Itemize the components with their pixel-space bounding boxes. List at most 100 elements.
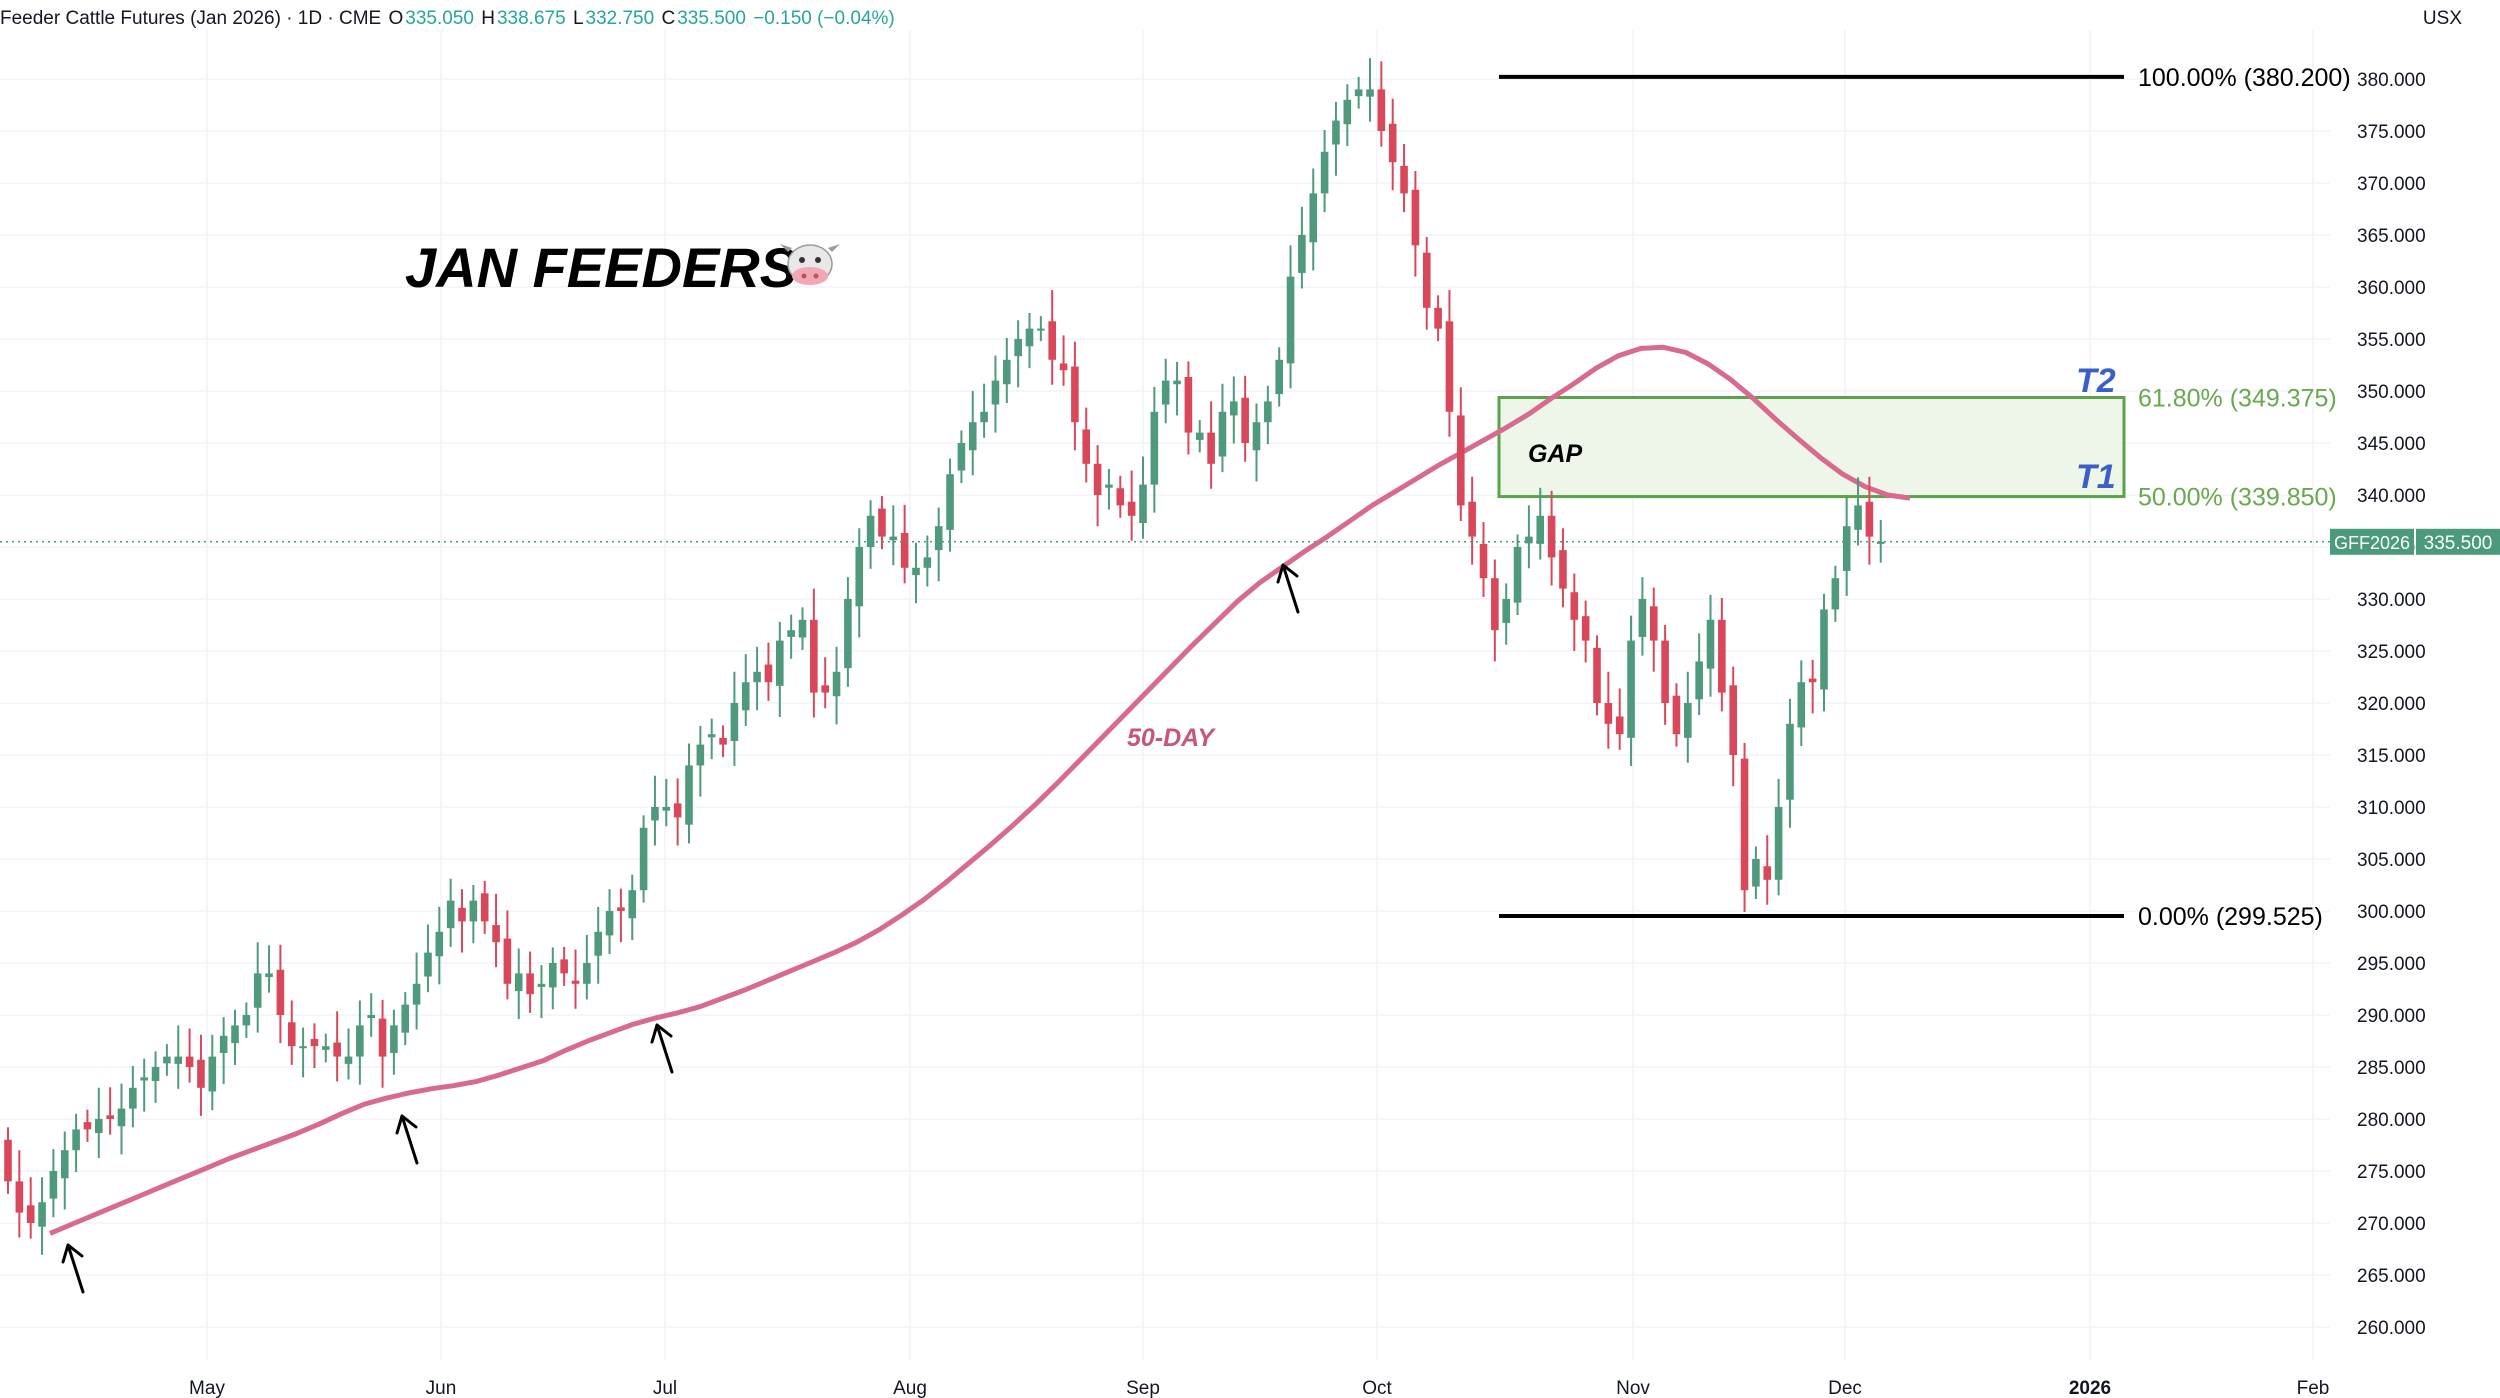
candle-body: [594, 931, 602, 956]
candle-body: [946, 474, 954, 530]
candle-body: [299, 1046, 307, 1049]
candle-body: [480, 893, 489, 922]
candle-body: [38, 1202, 46, 1227]
moving-average: [49, 344, 1911, 1236]
candle-body: [1048, 321, 1056, 360]
candle-body: [412, 983, 421, 1005]
candle-body: [696, 744, 705, 766]
candle-body: [1820, 609, 1828, 690]
y-tick-label: 375.000: [2357, 122, 2426, 143]
y-tick-label: 315.000: [2357, 746, 2426, 767]
candle-body: [469, 900, 478, 922]
candle-body: [1411, 189, 1420, 246]
y-tick-label: 355.000: [2357, 330, 2426, 351]
candle-body: [583, 963, 591, 984]
candle-body: [1298, 235, 1306, 273]
candle-body: [673, 803, 682, 818]
price-tag-label: 335.500: [2424, 533, 2493, 554]
candle-body: [15, 1181, 24, 1213]
low-label: L: [572, 8, 584, 29]
candle-body: [730, 703, 739, 741]
candle-body: [1071, 366, 1079, 423]
candle-body: [1718, 619, 1726, 693]
candle-body: [310, 1038, 319, 1047]
y-tick-label: 330.000: [2357, 590, 2426, 611]
target1-label: T1: [2076, 458, 2116, 496]
candle-body: [1672, 695, 1681, 735]
candle-body: [1003, 359, 1011, 385]
candle-body: [390, 1025, 398, 1053]
candle-body: [1388, 123, 1397, 163]
x-tick-label: May: [189, 1378, 225, 1398]
candle-body: [435, 931, 444, 957]
target2-label: T2: [2076, 362, 2116, 400]
low-value: 332.750: [585, 8, 655, 29]
candle-body: [685, 765, 693, 825]
candle-body: [1729, 685, 1737, 755]
candle-body: [95, 1119, 103, 1134]
candle-body: [957, 443, 966, 471]
candle-body: [1604, 703, 1613, 724]
y-tick-label: 340.000: [2357, 486, 2426, 507]
x-tick-label: Dec: [1828, 1378, 1862, 1398]
candle-body: [197, 1059, 205, 1088]
candle-body: [1116, 488, 1125, 506]
fib-levels: 100.00% (380.200) 61.80% (349.375) 50.00% …: [1499, 64, 2351, 931]
candle-body: [1332, 120, 1340, 145]
candle-body: [1774, 807, 1783, 880]
candle-body: [1525, 536, 1533, 544]
candle-body: [1593, 647, 1601, 703]
candles: [4, 58, 1885, 1255]
candle-body: [1037, 328, 1045, 331]
candle-body: [163, 1056, 171, 1064]
candle-body: [367, 1015, 375, 1019]
candle-body: [1513, 547, 1522, 603]
candle-body: [1195, 432, 1204, 440]
candle-body: [1434, 307, 1442, 329]
candle-body: [900, 532, 909, 568]
candle-body: [1615, 716, 1624, 735]
candle-body: [832, 671, 841, 697]
candle-body: [424, 952, 432, 977]
candle-body: [753, 671, 761, 683]
candle-body: [560, 959, 568, 974]
arrow-up-icon: [61, 1243, 85, 1294]
symbol-tag-label: GFF2026: [2334, 533, 2410, 553]
candle-body: [1366, 89, 1374, 97]
candle-body: [878, 508, 886, 537]
candle-body: [356, 1025, 364, 1057]
y-tick-label: 325.000: [2357, 642, 2426, 663]
candle-body: [1445, 321, 1454, 412]
price-tag: [2416, 528, 2500, 555]
candle-body: [1093, 463, 1102, 495]
candle-body: [923, 557, 932, 568]
candle-body: [980, 411, 988, 423]
candle-body: [844, 599, 852, 669]
x-tick-label: Nov: [1616, 1378, 1650, 1398]
candle-body: [821, 685, 829, 693]
x-tick-label: Feb: [2297, 1378, 2330, 1398]
candle-body: [1468, 501, 1476, 537]
y-tick-label: 280.000: [2357, 1110, 2426, 1131]
candle-body: [49, 1171, 58, 1199]
candle-body: [1184, 376, 1193, 433]
candle-body: [458, 907, 466, 922]
gap-label: GAP: [1528, 440, 1583, 468]
candle-body: [514, 973, 523, 992]
candle-body: [1559, 550, 1567, 589]
candle-body: [1627, 640, 1635, 738]
candle-body: [83, 1122, 92, 1130]
candle-body: [1854, 505, 1862, 530]
candle-body: [1740, 758, 1749, 891]
candle-body: [503, 938, 512, 984]
candle-body: [1059, 363, 1068, 371]
candle-body: [1649, 606, 1658, 641]
candle-body: [662, 807, 671, 811]
candle-body: [810, 619, 818, 693]
candle-body: [787, 630, 795, 637]
candle-body: [1491, 578, 1499, 631]
candle-body: [1479, 543, 1488, 579]
candle-body: [719, 737, 727, 745]
candle-body: [1422, 252, 1431, 308]
